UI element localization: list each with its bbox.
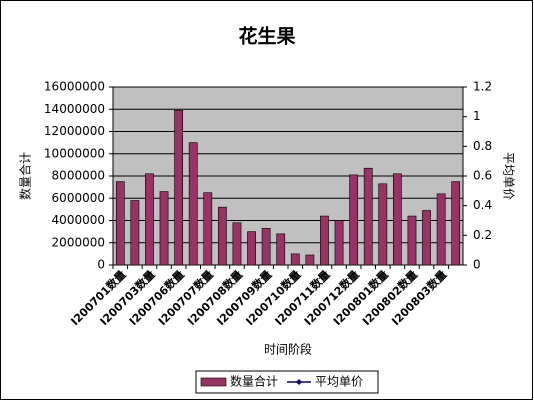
bar [203,192,213,266]
y-tick-label: 4000000 [52,213,105,227]
y-tick-label: 16000000 [44,80,105,94]
bar [334,220,344,266]
bar [159,191,169,266]
y-tick-label: 6000000 [52,191,105,205]
y-tick-label: 12000000 [44,124,105,138]
legend-label: 平均单价 [315,375,363,389]
bar [436,193,446,266]
bar [188,142,198,266]
bar [451,181,461,266]
bar [349,174,359,266]
y-tick-label: 14000000 [44,102,105,116]
y2-tick-label: 0.4 [473,198,492,212]
bar [130,200,140,266]
legend-swatch [200,377,227,387]
bar [174,110,184,266]
bar [145,173,154,266]
bar [392,173,402,266]
bar [378,183,388,266]
y2-tick-label: 1 [473,109,481,123]
y2-tick-label: 0.8 [473,139,492,153]
bar [290,253,300,266]
y-tick-label: 0 [97,258,105,272]
bar [261,227,271,266]
legend-label: 数量合计 [230,374,278,389]
y-tick-label: 2000000 [52,235,105,249]
bar [217,206,227,266]
y2-tick-label: 0.2 [473,228,492,242]
bar [407,215,417,266]
bar [305,254,315,266]
bar [276,233,286,266]
y-axis-title: 数量合计 [18,152,33,200]
x-axis-title: 时间阶段 [264,342,312,357]
legend-marker [296,379,302,385]
y-tick-label: 8000000 [52,169,105,183]
y2-tick-label: 0 [473,258,481,272]
bar [232,222,242,266]
bar [320,215,329,266]
bar [247,231,256,266]
bar [363,167,373,266]
bar [422,210,431,266]
chart-title: 花生果 [238,25,295,48]
y2-tick-label: 1.2 [473,80,492,94]
y2-axis-title: 平均单价 [502,152,516,200]
y-tick-label: 10000000 [44,146,105,160]
bar [115,181,125,266]
y2-tick-label: 0.6 [473,169,492,183]
